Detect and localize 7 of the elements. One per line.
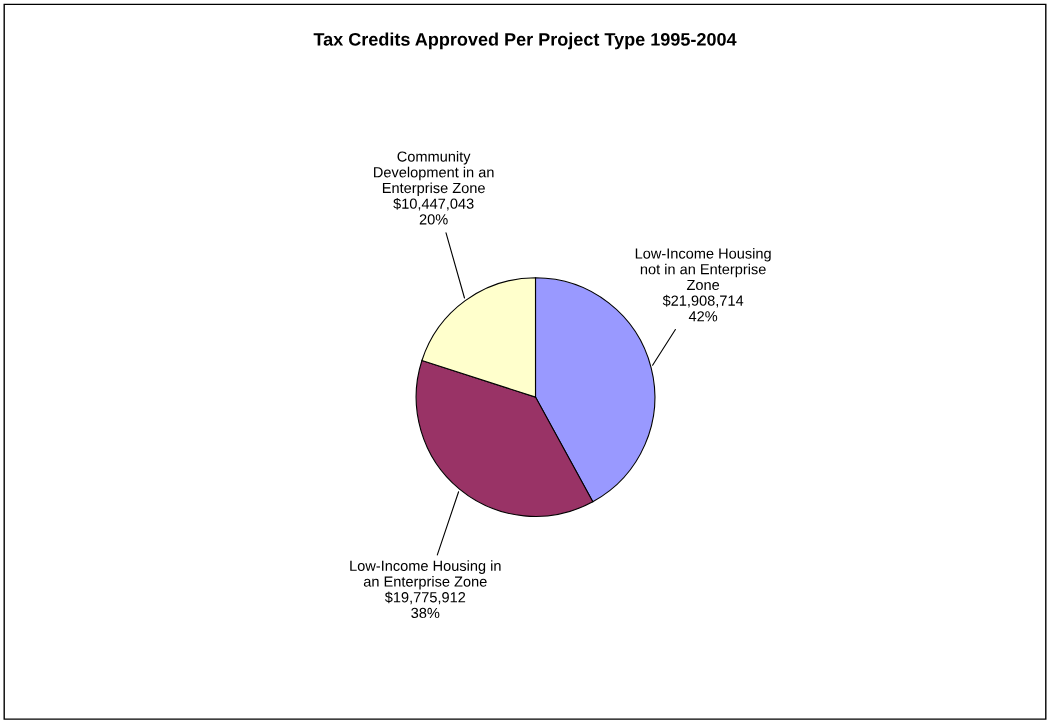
data-label: $19,775,912 38% [384, 591, 466, 619]
slice-label: Community Development in an Enterprise Zone [374, 151, 494, 197]
chart-title: Tax Credits Approved Per Project Type 1995-2004 [313, 32, 737, 50]
data-label: $10,447,043 20% [393, 197, 474, 225]
slice-label: Low-Income Housing in an Enterprise Zone [350, 560, 501, 590]
data-label: $21,908,714 42% [662, 294, 744, 322]
slice-label: Low-Income Housing not in an Enterprise Zone [635, 247, 771, 291]
